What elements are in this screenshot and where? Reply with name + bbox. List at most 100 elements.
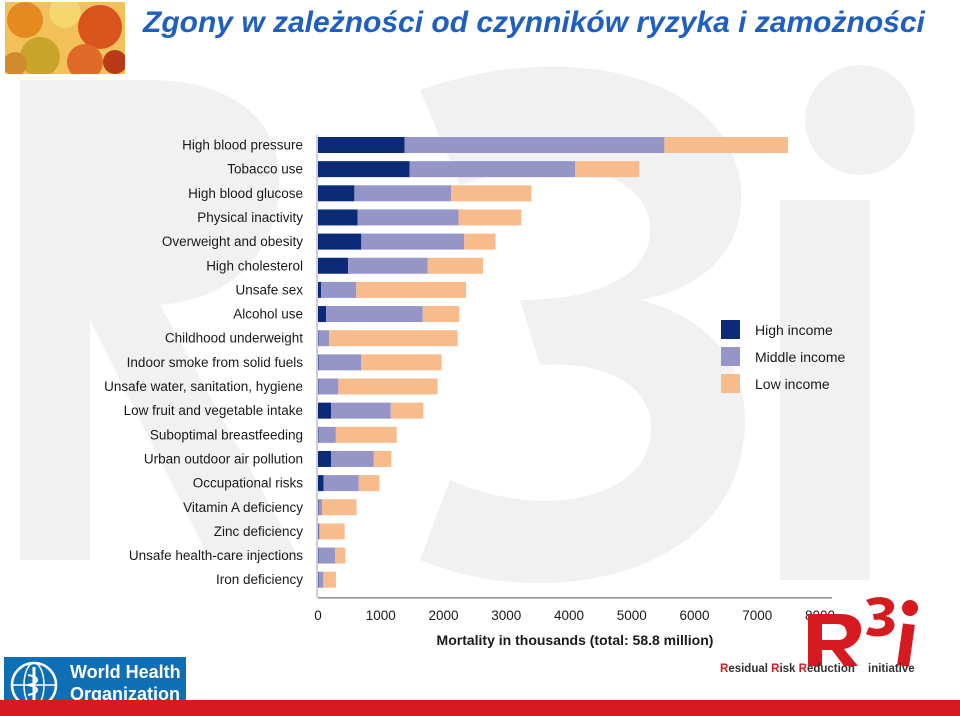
bar-low-income [664,137,788,153]
bar-middle-income [321,281,357,298]
bar-middle-income [318,378,339,395]
r3i-caption-letter: R [798,663,807,675]
bar-high-income [318,547,319,564]
r3i-caption-word: eduction [806,663,855,675]
x-tick-label: 1000 [366,608,396,623]
bar-high-income [318,281,322,298]
bar-low-income [356,281,467,298]
bar-middle-income [357,209,459,226]
category-label: Zinc deficiency [214,524,304,539]
category-label: Suboptimal breastfeeding [150,427,303,442]
bar-low-income [322,499,357,516]
autumn-leaves-image [5,2,125,74]
bar-high-income [318,209,358,226]
bar-low-income [422,306,460,323]
bar-middle-income [404,137,665,153]
bar-high-income [318,137,405,153]
footer-bar [0,700,960,716]
category-label: Unsafe health-care injections [129,548,303,563]
bar-high-income [318,523,319,540]
bar-low-income [319,523,345,540]
r3i-caption-letter: R [720,663,729,675]
bar-low-income [575,161,640,178]
category-label: Vitamin A deficiency [183,500,303,515]
bar-low-income [323,571,336,588]
bar-high-income [318,402,332,419]
bar-high-income [318,354,319,371]
bar-middle-income [348,257,428,274]
bar-high-income [318,499,319,516]
bar-high-income [318,306,327,323]
x-tick-label: 3000 [491,608,521,623]
legend-label: Low income [755,376,830,392]
bar-middle-income [318,330,329,347]
bar-middle-income [354,185,452,202]
page-title: Zgony w zależności od czynników ryzyka i… [143,6,925,39]
category-label: Occupational risks [193,476,304,491]
category-label: High cholesterol [206,258,303,273]
bar-middle-income [331,450,374,467]
who-line-1: World Health [70,662,181,682]
category-label: Urban outdoor air pollution [144,451,303,466]
x-tick-label: 5000 [617,608,647,623]
x-tick-label: 7000 [742,608,772,623]
bar-high-income [318,257,349,274]
category-label: Unsafe sex [235,282,303,297]
who-wordmark: World Health Organization [70,661,181,705]
x-tick-label: 6000 [679,608,709,623]
r3i-logo [808,597,918,667]
r3i-initiative-label: initiative [868,663,915,675]
bar-low-income [335,547,346,564]
r3i-caption-letter: R [771,663,780,675]
bar-middle-income [318,426,336,443]
bar-middle-income [318,523,320,540]
bar-middle-income [318,547,336,564]
category-label: High blood pressure [182,138,303,153]
bar-low-income [464,233,496,250]
bar-high-income [318,330,319,347]
bar-low-income [361,354,442,371]
bar-middle-income [323,475,359,492]
category-label: Tobacco use [227,162,303,177]
bar-middle-income [318,499,323,516]
bar-low-income [335,426,397,443]
bar-high-income [318,475,324,492]
category-label: Iron deficiency [216,572,303,587]
category-label: Alcohol use [233,307,303,322]
bar-low-income [458,209,522,226]
bar-low-income [451,185,532,202]
bar-low-income [358,475,380,492]
x-tick-label: 2000 [428,608,458,623]
r3i-caption-word: isk [779,663,799,675]
bar-middle-income [331,402,391,419]
category-label: Indoor smoke from solid fuels [127,355,304,370]
legend-label: High income [755,322,833,338]
who-line-2: Organization [70,684,181,704]
bar-high-income [318,161,410,178]
bar-high-income [318,185,355,202]
bar-middle-income [318,354,362,371]
bar-low-income [390,402,424,419]
bar-low-income [373,450,392,467]
category-label: Physical inactivity [197,210,303,225]
legend-label: Middle income [755,349,845,365]
r3i-caption-word: esidual [728,663,772,675]
category-label: Overweight and obesity [162,234,303,249]
bar-middle-income [318,571,324,588]
bar-high-income [318,450,332,467]
category-label: Childhood underweight [165,331,303,346]
bar-high-income [318,426,319,443]
bar-high-income [318,233,362,250]
category-label: Low fruit and vegetable intake [124,403,303,418]
legend-swatch [721,374,740,393]
x-axis-label: Mortality in thousands (total: 58.8 mill… [437,632,714,648]
category-label: Unsafe water, sanitation, hygiene [104,379,303,394]
x-tick-label: 0 [314,608,322,623]
bar-low-income [427,257,484,274]
bar-high-income [318,378,319,395]
r3i-caption: Residual Risk Reduction [720,663,855,675]
bar-middle-income [326,306,423,323]
bar-low-income [328,330,458,347]
